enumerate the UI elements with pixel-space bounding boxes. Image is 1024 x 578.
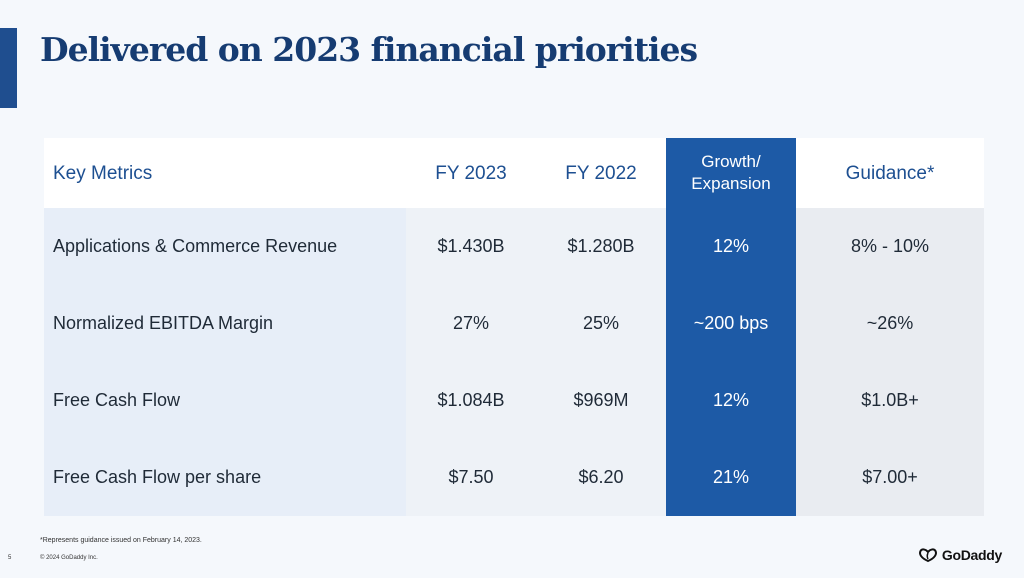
copyright: © 2024 GoDaddy Inc. bbox=[40, 555, 98, 561]
metric-cell: Free Cash Flow per share bbox=[44, 439, 406, 516]
metric-cell: Applications & Commerce Revenue bbox=[44, 208, 406, 285]
title-accent-bar bbox=[0, 28, 17, 108]
guidance-cell: 8% - 10% bbox=[796, 208, 984, 285]
guidance-cell: ~26% bbox=[796, 285, 984, 362]
metric-cell: Normalized EBITDA Margin bbox=[44, 285, 406, 362]
fy2023-column: FY 2023 $1.430B 27% $1.084B $7.50 bbox=[406, 138, 536, 516]
fy2022-column: FY 2022 $1.280B 25% $969M $6.20 bbox=[536, 138, 666, 516]
header-growth-line2: Expansion bbox=[691, 174, 771, 193]
header-growth-expansion: Growth/ Expansion bbox=[666, 138, 796, 208]
growth-cell: 12% bbox=[712, 390, 750, 410]
fy2022-cell: $6.20 bbox=[536, 439, 666, 516]
guidance-cell: $1.0B+ bbox=[796, 362, 984, 439]
fy2022-cell: 25% bbox=[536, 285, 666, 362]
guidance-column: Guidance* 8% - 10% ~26% $1.0B+ $7.00+ bbox=[796, 138, 984, 516]
growth-cell: 21% bbox=[712, 467, 750, 487]
fy2023-cell: $1.084B bbox=[406, 362, 536, 439]
growth-cell: 12% bbox=[712, 236, 750, 256]
slide-title: Delivered on 2023 financial priorities bbox=[40, 30, 698, 69]
fy2022-cell: $969M bbox=[536, 362, 666, 439]
header-guidance: Guidance* bbox=[796, 138, 984, 208]
metric-cell: Free Cash Flow bbox=[44, 362, 406, 439]
metric-column: Key Metrics Applications & Commerce Reve… bbox=[44, 138, 406, 516]
logo-text: GoDaddy bbox=[941, 547, 1002, 563]
fy2023-cell: $1.430B bbox=[406, 208, 536, 285]
header-fy2022: FY 2022 bbox=[536, 138, 666, 208]
header-key-metrics: Key Metrics bbox=[44, 138, 406, 208]
fy2023-cell: 27% bbox=[406, 285, 536, 362]
metrics-table: Key Metrics Applications & Commerce Reve… bbox=[44, 138, 984, 516]
header-growth-line1: Growth/ bbox=[701, 152, 761, 171]
page-number: 5 bbox=[8, 555, 12, 561]
godaddy-logo-icon bbox=[918, 548, 937, 563]
guidance-footnote: *Represents guidance issued on February … bbox=[40, 537, 202, 544]
fy2023-cell: $7.50 bbox=[406, 439, 536, 516]
growth-cell: ~200 bps bbox=[693, 313, 769, 333]
godaddy-logo: GoDaddy bbox=[918, 547, 1002, 563]
header-fy2023: FY 2023 bbox=[406, 138, 536, 208]
fy2022-cell: $1.280B bbox=[536, 208, 666, 285]
growth-column: Growth/ Expansion 12% ~200 bps 12% 21% bbox=[666, 138, 796, 516]
guidance-cell: $7.00+ bbox=[796, 439, 984, 516]
